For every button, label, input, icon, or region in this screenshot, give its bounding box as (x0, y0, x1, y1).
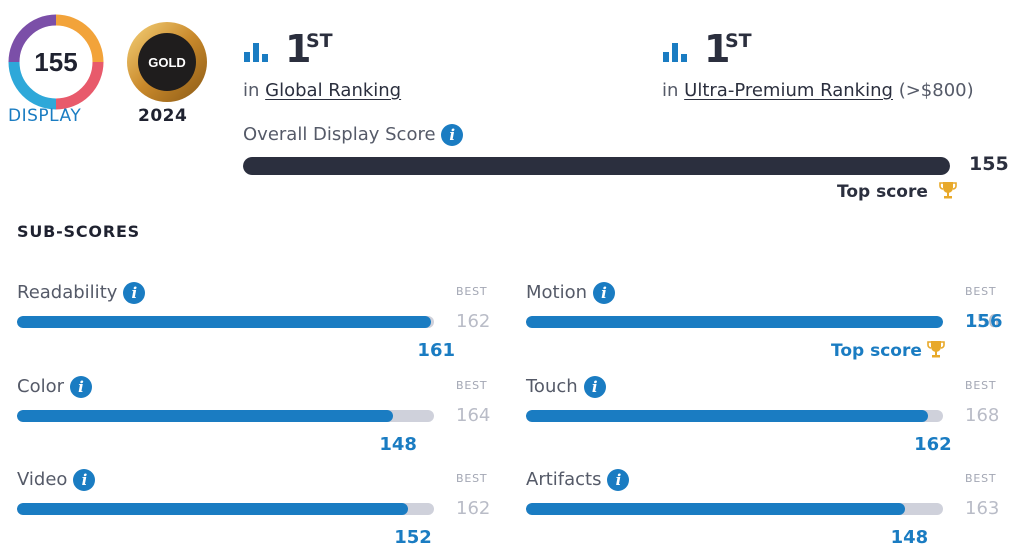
display-score-badge: 155 (8, 14, 104, 110)
ultra-premium-ranking-link[interactable]: Ultra-Premium Ranking (684, 80, 893, 101)
readability-score-bar-fill (17, 316, 432, 328)
color-label: Color (17, 376, 64, 397)
motion-label-row: Motion i (526, 282, 616, 304)
overall-score-label-row: Overall Display Score i (243, 124, 464, 146)
color-score-bar-fill (17, 410, 394, 422)
info-icon[interactable]: i (583, 376, 606, 398)
video-score-bar-fill (17, 503, 409, 515)
global-ranking-line: in Global Ranking (243, 80, 401, 101)
ranking-bars-icon (663, 43, 687, 62)
readability-best-label: BEST (456, 285, 488, 298)
motion-score-bar (526, 316, 943, 328)
info-icon[interactable]: i (593, 282, 616, 304)
motion-best-value: 156 (965, 311, 1000, 332)
overall-score-bar-fill (243, 157, 950, 175)
readability-best-value: 162 (456, 311, 491, 332)
video-score-value: 152 (394, 527, 432, 548)
overall-score-value: 155 (969, 153, 1009, 175)
readability-label: Readability (17, 282, 118, 303)
info-icon[interactable]: i (123, 282, 146, 304)
color-score-bar (17, 410, 434, 422)
motion-score-value: 156 (965, 311, 1003, 332)
global-ranking-prefix: in (243, 80, 260, 101)
motion-top-score-label: Top score (831, 341, 922, 361)
global-ranking-link[interactable]: Global Ranking (265, 80, 402, 101)
gold-year: 2024 (138, 106, 188, 126)
touch-best-label: BEST (965, 379, 997, 392)
artifacts-score-bar (526, 503, 943, 515)
motion-score-bar-fill (526, 316, 943, 328)
gold-medal-badge: GOLD (127, 22, 207, 102)
video-label-row: Video i (17, 469, 96, 491)
ultra-premium-rank-number: 1 (704, 27, 731, 71)
overall-score-label: Overall Display Score (243, 124, 436, 145)
trophy-icon (939, 182, 957, 199)
sub-scores-title: SUB-SCORES (17, 222, 140, 241)
gold-medal-text: GOLD (148, 55, 186, 70)
color-label-row: Color i (17, 376, 92, 398)
touch-best-value: 168 (965, 405, 1000, 426)
info-icon[interactable]: i (70, 376, 92, 398)
ultra-premium-ranking-prefix: in (662, 80, 679, 101)
touch-label-row: Touch i (526, 376, 606, 398)
badge-display-label: DISPLAY (8, 106, 82, 126)
motion-best-label: BEST (965, 285, 997, 298)
color-best-value: 164 (456, 405, 491, 426)
info-icon[interactable]: i (73, 469, 96, 491)
trophy-icon (927, 341, 945, 358)
readability-label-row: Readability i (17, 282, 146, 304)
motion-label: Motion (526, 282, 588, 303)
badge-score-text: 155 (34, 47, 77, 77)
video-best-label: BEST (456, 472, 488, 485)
artifacts-best-value: 163 (965, 498, 1000, 519)
artifacts-label-row: Artifacts i (526, 469, 630, 491)
global-rank-suffix: ST (306, 30, 333, 52)
color-score-value: 148 (379, 434, 417, 455)
video-best-value: 162 (456, 498, 491, 519)
touch-score-bar-fill (526, 410, 929, 422)
touch-score-value: 162 (914, 434, 952, 455)
color-best-label: BEST (456, 379, 488, 392)
ultra-premium-price-note: (>$800) (898, 80, 974, 101)
overall-top-score-label: Top score (837, 182, 928, 202)
touch-label: Touch (526, 376, 578, 397)
ranking-bars-icon (244, 43, 268, 62)
overall-top-score: Top score (837, 180, 958, 202)
video-label: Video (17, 469, 68, 490)
ultra-premium-ranking-line: in Ultra-Premium Ranking (>$800) (662, 80, 974, 101)
global-rank-number: 1 (285, 27, 312, 71)
motion-top-score: Top score (831, 339, 946, 361)
artifacts-label: Artifacts (526, 469, 602, 490)
video-score-bar (17, 503, 434, 515)
artifacts-best-label: BEST (965, 472, 997, 485)
ultra-premium-rank-suffix: ST (725, 30, 752, 52)
info-icon[interactable]: i (607, 469, 630, 491)
overall-score-bar (243, 157, 950, 175)
info-icon[interactable]: i (441, 124, 464, 146)
readability-score-value: 161 (417, 340, 455, 361)
artifacts-score-value: 148 (890, 527, 929, 548)
readability-score-bar (17, 316, 434, 328)
touch-score-bar (526, 410, 943, 422)
artifacts-score-bar-fill (526, 503, 905, 515)
